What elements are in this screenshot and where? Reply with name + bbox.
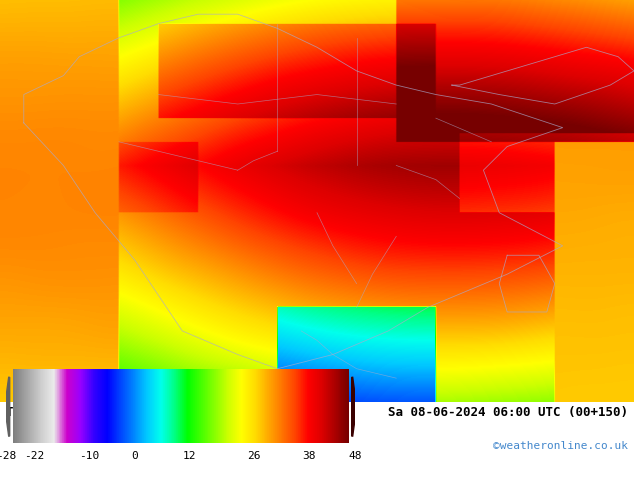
Text: 26: 26 [247,451,261,461]
Text: -10: -10 [79,451,99,461]
FancyArrow shape [4,377,10,436]
Text: Sa 08-06-2024 06:00 UTC (00+150): Sa 08-06-2024 06:00 UTC (00+150) [387,406,628,419]
Text: -22: -22 [23,451,44,461]
Text: ©weatheronline.co.uk: ©weatheronline.co.uk [493,441,628,451]
Text: 48: 48 [348,451,362,461]
Text: -28: -28 [0,451,16,461]
Text: 12: 12 [183,451,197,461]
Text: Temperature (2m) [°C] ECMWF: Temperature (2m) [°C] ECMWF [6,406,209,419]
FancyArrow shape [352,377,357,436]
Text: 0: 0 [131,451,138,461]
Text: 38: 38 [302,451,316,461]
